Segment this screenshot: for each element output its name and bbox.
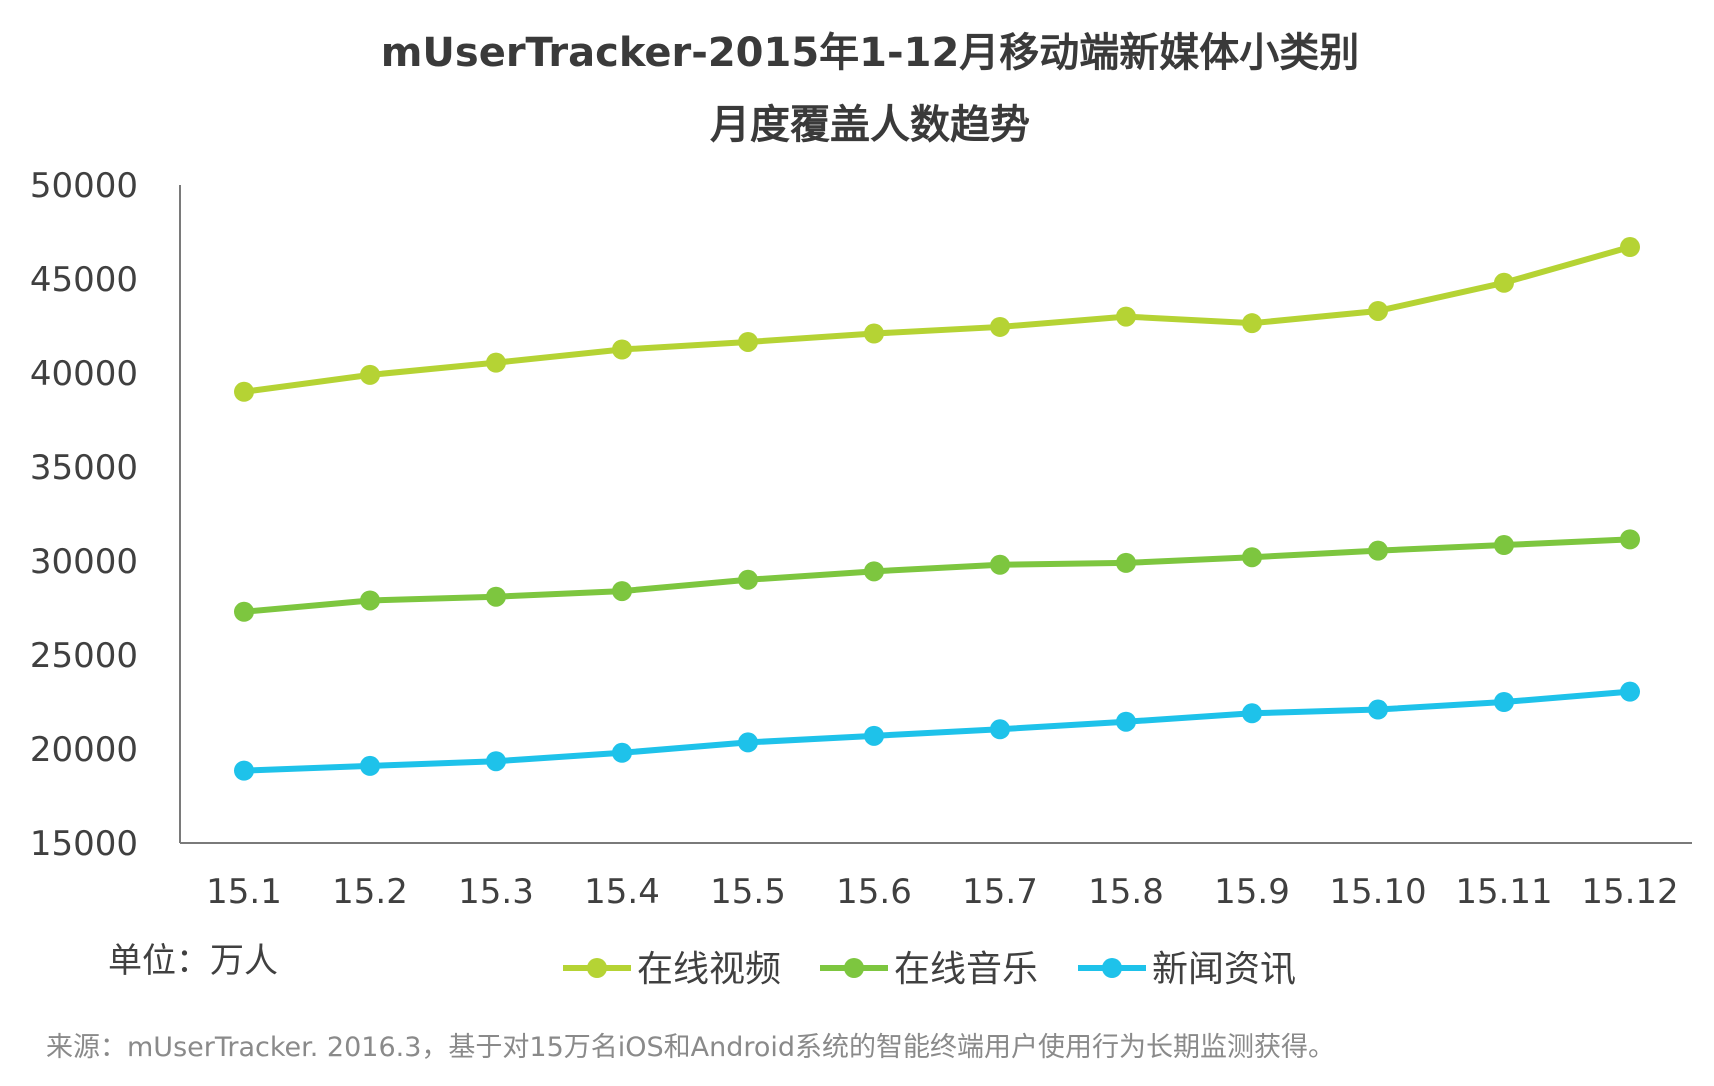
x-tick-label: 15.2 xyxy=(332,872,408,912)
legend: 在线视频 在线音乐 新闻资讯 xyxy=(563,949,1296,990)
data-point xyxy=(1494,535,1514,556)
data-point xyxy=(360,590,380,611)
data-point xyxy=(864,561,884,582)
series-line xyxy=(241,688,1633,774)
legend-swatch-marker xyxy=(1102,958,1122,978)
y-tick-label: 30000 xyxy=(30,542,138,582)
x-axis-ticks: 15.1 15.2 15.3 15.4 15.5 15.6 15.7 15.8 15.9 15.1… xyxy=(206,872,1679,912)
source-note: 来源：mUserTracker. 2016.3，基于对15万名iOS和Andro… xyxy=(46,1032,1335,1063)
data-point xyxy=(486,352,506,373)
series-line xyxy=(241,244,1633,395)
y-axis-ticks: 50000 45000 40000 35000 30000 25000 20000 15000 xyxy=(30,166,138,864)
series-1 xyxy=(234,237,1640,402)
data-point xyxy=(234,760,254,781)
x-tick-label: 15.3 xyxy=(458,872,534,912)
data-point xyxy=(612,742,632,763)
data-point xyxy=(864,323,884,344)
x-tick-label: 15.5 xyxy=(710,872,786,912)
x-tick-label: 15.11 xyxy=(1455,872,1552,912)
legend-item: 在线音乐 xyxy=(820,949,1038,990)
data-point xyxy=(1368,699,1388,720)
legend-label: 在线视频 xyxy=(637,949,781,990)
legend-item: 在线视频 xyxy=(563,949,781,990)
x-tick-label: 15.4 xyxy=(584,872,660,912)
x-tick-label: 15.10 xyxy=(1329,872,1426,912)
data-point xyxy=(612,581,632,602)
x-tick-label: 15.6 xyxy=(836,872,912,912)
legend-swatch-marker xyxy=(587,958,607,978)
data-point xyxy=(1242,313,1262,334)
data-point xyxy=(1242,547,1262,568)
data-point xyxy=(234,381,254,402)
unit-label: 单位：万人 xyxy=(108,941,278,981)
chart-title: mUserTracker-2015年1-12月移动端新媒体小类别 月度覆盖人数趋… xyxy=(381,30,1360,148)
x-tick-label: 15.1 xyxy=(206,872,282,912)
y-tick-label: 25000 xyxy=(30,636,138,676)
y-tick-label: 50000 xyxy=(30,166,138,206)
data-point xyxy=(738,569,758,590)
series-line xyxy=(241,536,1633,615)
y-tick-label: 45000 xyxy=(30,260,138,300)
data-point xyxy=(738,732,758,753)
data-point xyxy=(1494,272,1514,293)
x-tick-label: 15.8 xyxy=(1088,872,1164,912)
data-point xyxy=(360,755,380,776)
data-point xyxy=(990,554,1010,575)
x-tick-label: 15.9 xyxy=(1214,872,1290,912)
data-point xyxy=(738,331,758,352)
data-point xyxy=(1620,681,1640,702)
data-point xyxy=(1368,540,1388,561)
chart-title-line-2: 月度覆盖人数趋势 xyxy=(710,102,1030,148)
data-point xyxy=(1116,711,1136,732)
data-point xyxy=(1620,529,1640,550)
data-point xyxy=(990,719,1010,740)
series-3 xyxy=(234,681,1640,781)
data-point xyxy=(486,751,506,772)
data-point xyxy=(1116,306,1136,327)
x-tick-label: 15.12 xyxy=(1581,872,1678,912)
x-tick-label: 15.7 xyxy=(962,872,1038,912)
data-point xyxy=(612,339,632,360)
data-point xyxy=(1242,703,1262,724)
y-tick-label: 40000 xyxy=(30,354,138,394)
data-point xyxy=(1368,300,1388,321)
data-point xyxy=(234,601,254,622)
legend-swatch-marker xyxy=(844,958,864,978)
data-point xyxy=(1620,237,1640,258)
data-point xyxy=(864,725,884,746)
legend-label: 新闻资讯 xyxy=(1152,949,1296,990)
legend-label: 在线音乐 xyxy=(894,949,1038,990)
data-point xyxy=(486,586,506,607)
chart-title-line-1: mUserTracker-2015年1-12月移动端新媒体小类别 xyxy=(381,30,1360,76)
y-tick-label: 35000 xyxy=(30,448,138,488)
data-point xyxy=(1494,692,1514,712)
series-2 xyxy=(234,529,1640,622)
y-tick-label: 15000 xyxy=(30,824,138,864)
data-point xyxy=(360,364,380,385)
series-layer xyxy=(234,237,1640,781)
y-tick-label: 20000 xyxy=(30,730,138,770)
legend-item: 新闻资讯 xyxy=(1078,949,1296,990)
data-point xyxy=(1116,552,1136,573)
data-point xyxy=(990,316,1010,337)
